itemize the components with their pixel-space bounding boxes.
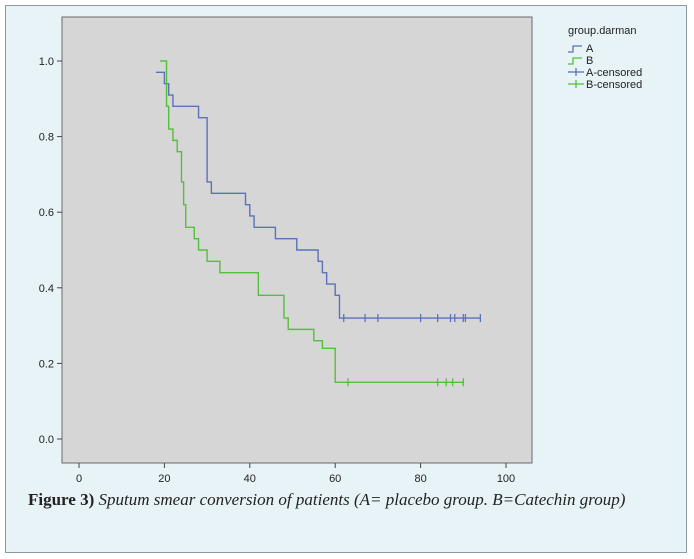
caption-text: Sputum smear conversion of patients (A= … [94, 490, 626, 509]
series-B-line [160, 60, 464, 383]
y-tick-label-0.4: 0.4 [39, 283, 54, 295]
y-tick-label-0.6: 0.6 [39, 207, 54, 219]
x-tick-label-80: 80 [414, 473, 426, 485]
legend-symbol-B [568, 57, 582, 65]
series-A-line [155, 71, 481, 319]
legend-entry-B: B [586, 55, 593, 67]
y-tick-label-0.8: 0.8 [39, 132, 54, 144]
x-tick-label-60: 60 [329, 473, 341, 485]
legend-entry-B-censored: B-censored [586, 79, 642, 91]
y-tick-label-0.0: 0.0 [39, 434, 54, 446]
series-layer [155, 60, 482, 387]
axis-layer: 0 20 40 60 80 100 0.0 0.2 0.4 0.6 0.8 1.0 [39, 56, 515, 485]
figure-caption: Figure 3) Sputum smear conversion of pat… [28, 488, 668, 511]
legend-title: group.darman [568, 25, 637, 37]
y-tick-label-0.2: 0.2 [39, 358, 54, 370]
x-tick-label-20: 20 [158, 473, 170, 485]
x-tick-label-100: 100 [497, 473, 515, 485]
x-tick-label-0: 0 [76, 473, 82, 485]
x-tick-label-40: 40 [244, 473, 256, 485]
y-tick-label-1.0: 1.0 [39, 56, 54, 68]
caption-label: Figure 3) [28, 490, 95, 509]
legend-entry-A-censored: A-censored [586, 67, 642, 79]
legend-symbol-A [568, 45, 582, 53]
legend-entry-A: A [586, 43, 594, 55]
